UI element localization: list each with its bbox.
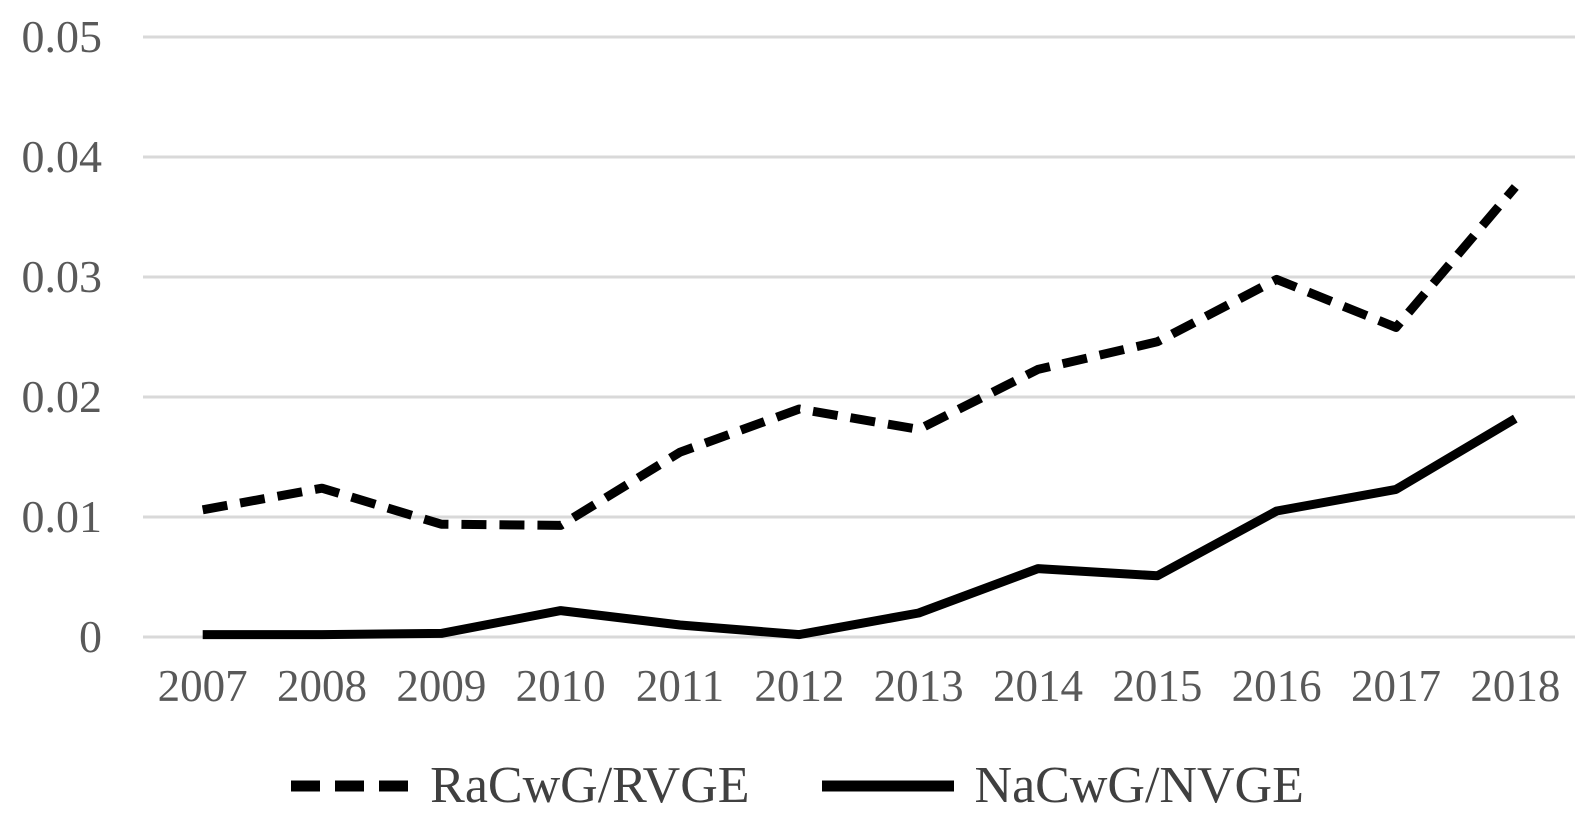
x-axis-tick-label: 2013 <box>873 661 964 711</box>
y-axis-tick-label: 0.02 <box>21 371 103 422</box>
y-axis-tick-label: 0.04 <box>21 131 103 182</box>
x-axis-tick-label: 2016 <box>1231 661 1322 711</box>
x-axis-tick-label: 2007 <box>157 661 248 711</box>
series-line-dashed <box>201 184 1519 530</box>
series-line-solid <box>202 414 1518 640</box>
legend-label-nacwg-nvge: NaCwG/NVGE <box>974 757 1304 814</box>
dashed-line-swatch <box>291 780 410 792</box>
x-axis-tick-label: 2008 <box>277 661 367 711</box>
legend: RaCwG/RVGE NaCwG/NVGE <box>0 756 1595 816</box>
x-axis-tick-label: 2018 <box>1470 661 1561 711</box>
x-axis-tick-label: 2017 <box>1351 661 1441 711</box>
x-axis-tick-label: 2011 <box>635 661 725 711</box>
x-axis-tick-label: 2010 <box>515 661 606 711</box>
y-axis-tick-label: 0.01 <box>21 491 103 542</box>
x-axis-tick-label: 2012 <box>754 661 845 711</box>
legend-item-racwg-rvge: RaCwG/RVGE <box>291 756 750 816</box>
legend-label-racwg-rvge: RaCwG/RVGE <box>430 757 750 814</box>
x-axis-tick-label: 2009 <box>396 661 487 711</box>
x-axis-tick-label: 2014 <box>993 661 1083 711</box>
y-axis-tick-label: 0.03 <box>21 251 103 302</box>
legend-item-nacwg-nvge: NaCwG/NVGE <box>821 756 1304 816</box>
x-axis-tick-label: 2015 <box>1112 661 1203 711</box>
solid-line-swatch <box>821 780 954 792</box>
y-axis-tick-label: 0 <box>79 611 102 662</box>
y-axis-tick-label: 0.05 <box>21 11 103 62</box>
